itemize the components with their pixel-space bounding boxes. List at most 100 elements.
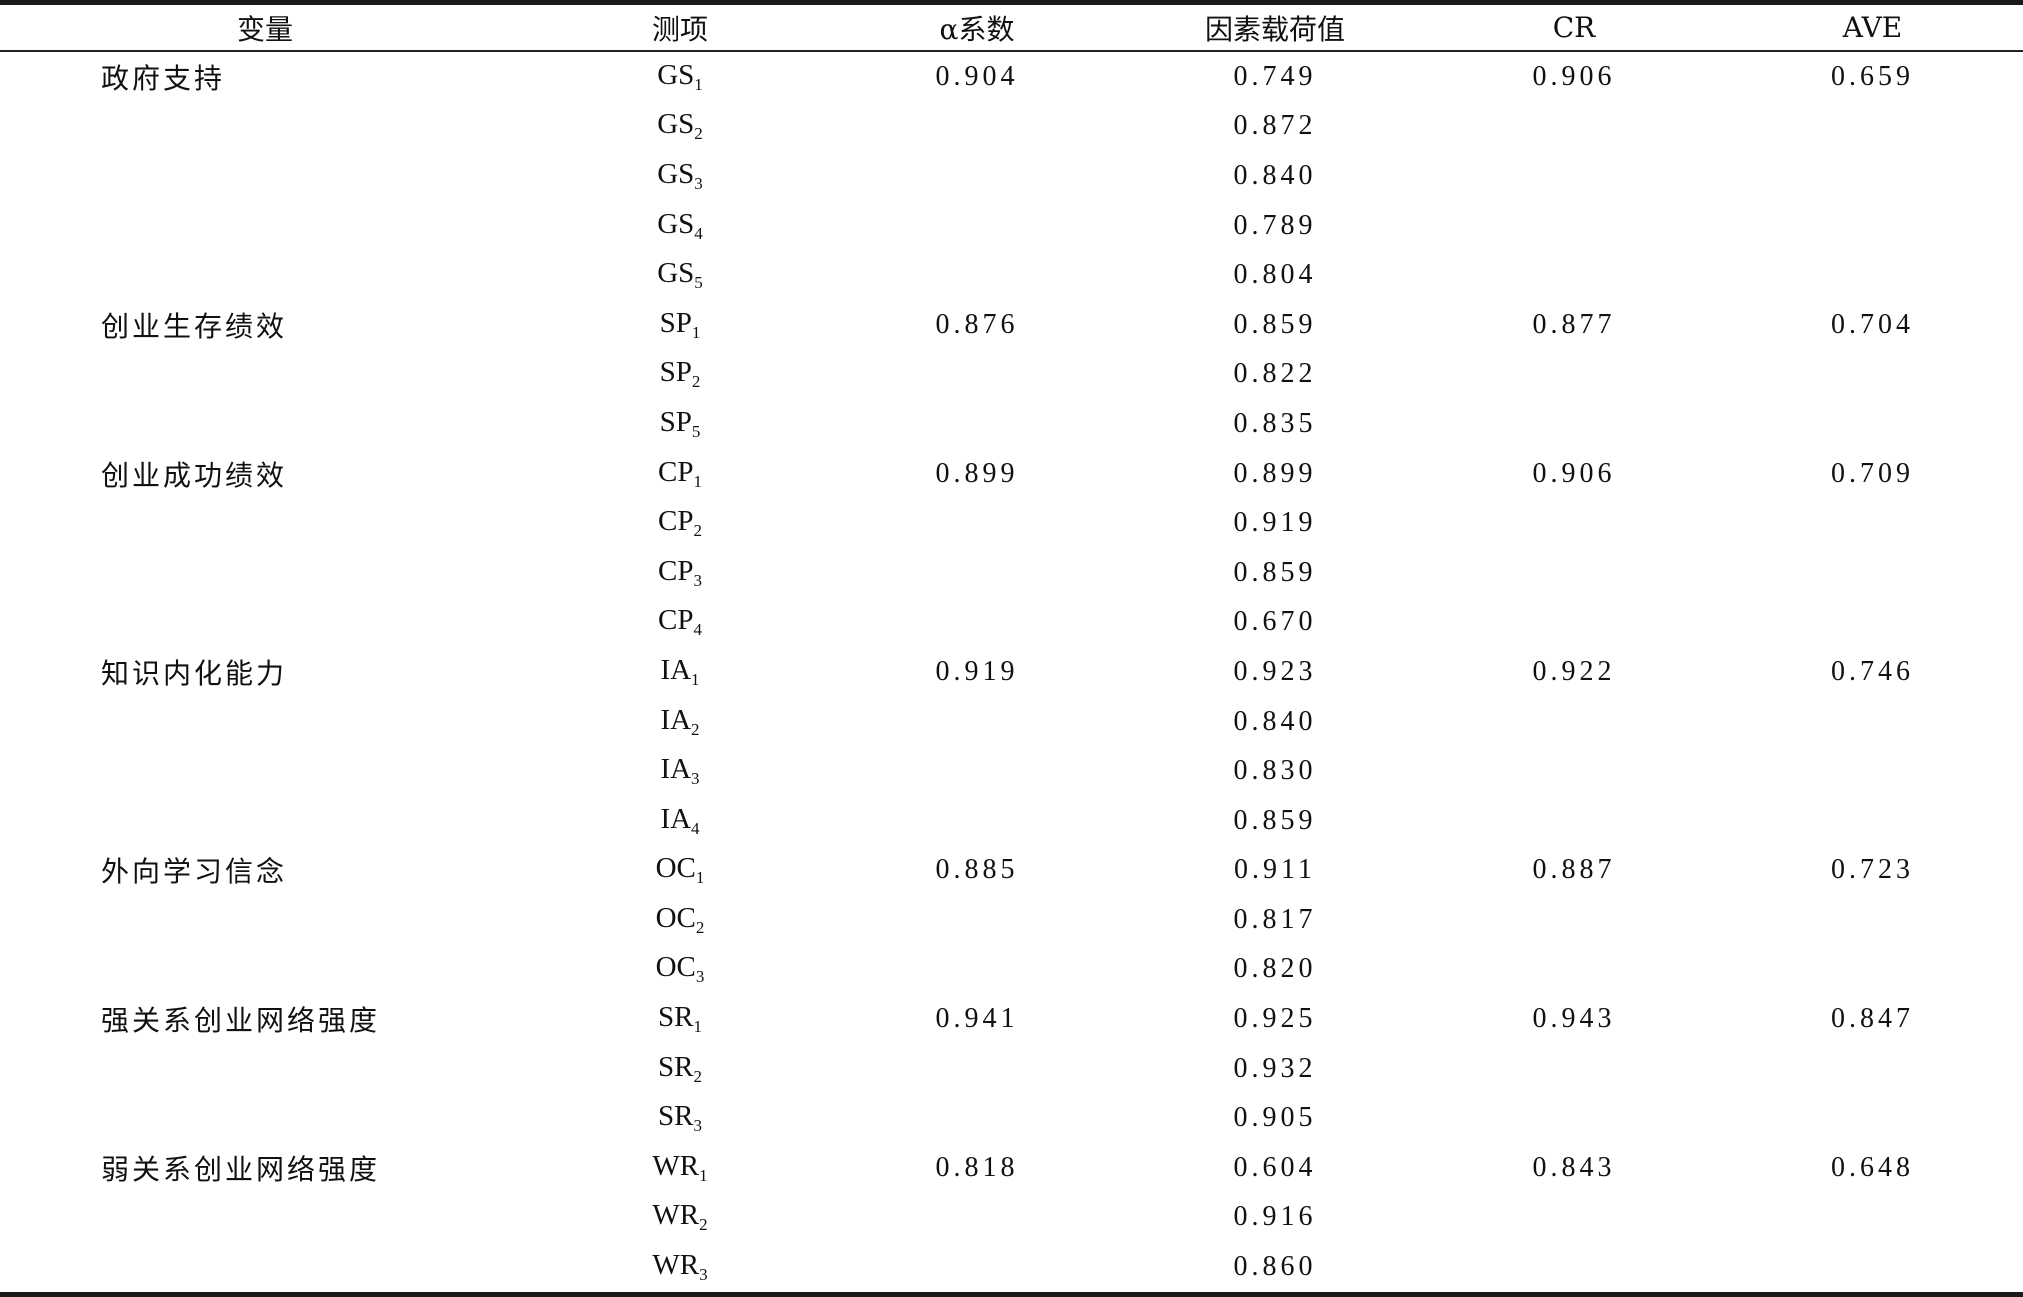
ave-cell <box>1722 350 2023 400</box>
header-loading: 因素载荷值 <box>1124 5 1426 52</box>
ave-cell <box>1722 102 2023 152</box>
ave-cell: 0.723 <box>1831 854 1914 886</box>
table-row: GS4 0.789 <box>0 201 2023 251</box>
loading-cell: 0.749 <box>1233 60 1317 92</box>
loading-cell: 0.840 <box>1233 705 1317 737</box>
item-subscript: 1 <box>693 1017 702 1037</box>
item-code: GS <box>657 108 695 141</box>
item-cell: CP3 <box>530 548 830 598</box>
item-code: GS <box>657 58 695 91</box>
item-subscript: 5 <box>691 421 701 441</box>
loading-cell: 0.860 <box>1233 1251 1317 1283</box>
loading-cell: 0.830 <box>1233 755 1317 787</box>
table-row: IA2 0.840 <box>0 697 2023 747</box>
table-row: 创业生存绩效 SP1 0.876 0.859 0.877 0.704 <box>0 300 2023 350</box>
item-subscript: 1 <box>694 74 703 94</box>
alpha-cell <box>830 796 1124 846</box>
item-cell: IA3 <box>530 746 830 796</box>
ave-cell <box>1722 1193 2023 1243</box>
table-row: IA3 0.830 <box>0 746 2023 796</box>
item-code: GS <box>657 157 695 190</box>
variable-cell <box>0 548 530 598</box>
item-code: SR <box>658 1100 694 1133</box>
item-subscript: 3 <box>699 1265 708 1285</box>
loading-cell: 0.899 <box>1233 457 1317 489</box>
header-ave: AVE <box>1722 5 2023 52</box>
table-row: CP4 0.670 <box>0 598 2023 648</box>
ave-cell: 0.659 <box>1831 60 1914 92</box>
item-subscript: 2 <box>693 521 702 541</box>
ave-cell: 0.709 <box>1831 457 1914 489</box>
loading-cell: 0.859 <box>1233 804 1317 836</box>
alpha-cell <box>830 548 1124 598</box>
loading-cell: 0.804 <box>1233 259 1317 291</box>
variable-cell: 强关系创业网络强度 <box>101 1004 381 1038</box>
loading-cell: 0.911 <box>1234 854 1316 886</box>
cr-cell <box>1426 697 1722 747</box>
loading-cell: 0.859 <box>1233 308 1317 340</box>
loading-cell: 0.919 <box>1233 507 1317 539</box>
table-body: 政府支持 GS1 0.904 0.749 0.906 0.659 GS2 0.872 GS3 0.… <box>0 51 2023 1292</box>
loading-cell: 0.872 <box>1233 110 1317 142</box>
ave-cell <box>1722 548 2023 598</box>
item-subscript: 2 <box>694 124 703 144</box>
alpha-cell: 0.904 <box>935 60 1019 92</box>
table-row: GS5 0.804 <box>0 250 2023 300</box>
cr-cell: 0.906 <box>1532 60 1616 92</box>
ave-cell <box>1722 498 2023 548</box>
alpha-cell <box>830 598 1124 648</box>
cr-cell <box>1426 746 1722 796</box>
alpha-cell <box>830 697 1124 747</box>
item-cell: GS1 <box>530 51 830 102</box>
item-cell: WR2 <box>530 1193 830 1243</box>
loading-cell: 0.822 <box>1233 358 1317 390</box>
reliability-validity-table: 变量 测项 α系数 因素载荷值 CR AVE 政府支持 GS1 0.904 0.749… <box>0 5 2023 1292</box>
loading-cell: 0.925 <box>1233 1003 1317 1035</box>
ave-cell <box>1722 201 2023 251</box>
variable-cell <box>0 250 530 300</box>
alpha-cell <box>830 350 1124 400</box>
loading-cell: 0.840 <box>1233 159 1317 191</box>
variable-cell <box>0 697 530 747</box>
item-subscript: 4 <box>694 223 703 243</box>
table-row: SR2 0.932 <box>0 1044 2023 1094</box>
cr-cell: 0.877 <box>1532 308 1616 340</box>
item-cell: SP2 <box>530 350 830 400</box>
header-row: 变量 测项 α系数 因素载荷值 CR AVE <box>0 5 2023 52</box>
ave-cell <box>1722 945 2023 995</box>
item-subscript: 3 <box>694 173 703 193</box>
ave-cell <box>1722 1242 2023 1292</box>
table-row: 弱关系创业网络强度 WR1 0.818 0.604 0.843 0.648 <box>0 1143 2023 1193</box>
table-row: OC2 0.817 <box>0 895 2023 945</box>
item-code: CP <box>658 455 694 488</box>
cr-cell <box>1426 201 1722 251</box>
item-code: WR <box>652 1249 700 1282</box>
cr-cell <box>1426 1193 1722 1243</box>
item-cell: GS4 <box>530 201 830 251</box>
ave-cell: 0.648 <box>1831 1151 1914 1183</box>
ave-cell <box>1722 250 2023 300</box>
cr-cell <box>1426 945 1722 995</box>
item-code: IA <box>660 703 692 736</box>
variable-cell <box>0 796 530 846</box>
alpha-cell: 0.941 <box>935 1003 1019 1035</box>
item-cell: WR3 <box>530 1242 830 1292</box>
cr-cell <box>1426 1044 1722 1094</box>
item-cell: OC1 <box>530 846 830 896</box>
ave-cell: 0.746 <box>1831 655 1914 687</box>
cr-cell <box>1426 151 1722 201</box>
item-subscript: 5 <box>694 273 703 293</box>
item-cell: OC3 <box>530 945 830 995</box>
item-code: OC <box>655 901 696 934</box>
loading-cell: 0.923 <box>1233 655 1317 687</box>
variable-cell <box>0 746 530 796</box>
cr-cell: 0.906 <box>1532 457 1616 489</box>
header-item: 测项 <box>530 5 830 52</box>
ave-cell <box>1722 598 2023 648</box>
variable-cell: 政府支持 <box>101 61 226 95</box>
variable-cell <box>0 399 530 449</box>
loading-cell: 0.905 <box>1233 1102 1317 1134</box>
cr-cell <box>1426 399 1722 449</box>
alpha-cell <box>830 151 1124 201</box>
item-subscript: 2 <box>691 372 701 392</box>
